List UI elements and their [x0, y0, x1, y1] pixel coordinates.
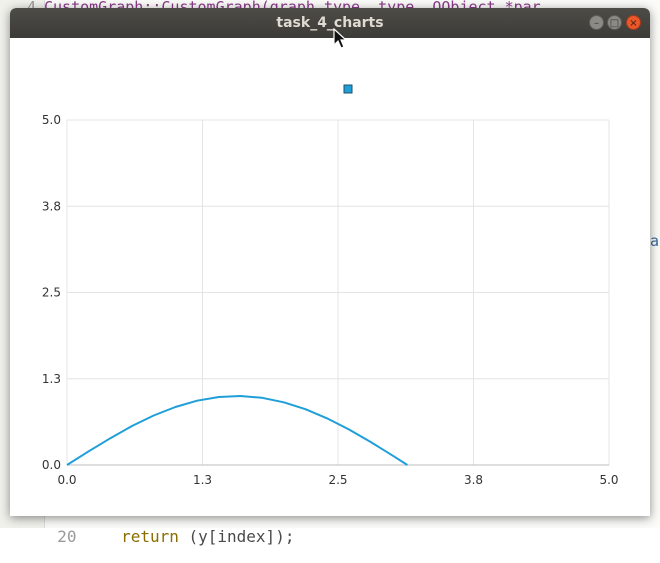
chart-view[interactable]: 0.0 0.0 1.3 1.3 2.5 2.5 3.8 3.8 5.0 5.0 — [10, 38, 650, 516]
line-number: 4 — [26, 0, 36, 14]
y-tick-label: 1.3 — [42, 372, 61, 386]
close-button[interactable]: × — [626, 15, 641, 30]
legend-marker — [343, 84, 353, 94]
x-tick-label: 5.0 — [599, 473, 618, 487]
code-text: (y[index]); — [178, 527, 295, 546]
app-window: task_4_charts – □ × 0.0 0.0 1.3 1.3 2.5 2.5 3.… — [10, 8, 650, 516]
line-number: 20 — [57, 527, 77, 546]
x-tick-label: 2.5 — [328, 473, 347, 487]
x-tick-label: 3.8 — [464, 473, 483, 487]
x-tick-label: 0.0 — [57, 473, 76, 487]
x-tick-label: 1.3 — [193, 473, 212, 487]
minimize-button[interactable]: – — [589, 15, 604, 30]
editor-code-fragment: a — [650, 232, 660, 250]
y-tick-label: 0.0 — [42, 458, 61, 472]
y-tick-label: 3.8 — [42, 199, 61, 213]
mouse-pointer-icon — [333, 28, 347, 49]
window-title: task_4_charts — [276, 15, 384, 31]
y-tick-label: 5.0 — [42, 113, 61, 127]
code-keyword: return — [121, 527, 179, 546]
title-bar[interactable]: task_4_charts – □ × — [10, 8, 650, 38]
maximize-button[interactable]: □ — [607, 15, 622, 30]
series-line — [66, 395, 408, 466]
line-chart: 0.00.0 1.3 1.3 2.5 2.5 3.8 3.8 5.0 5.0 — [42, 84, 619, 487]
y-tick-label: 2.5 — [42, 286, 61, 300]
